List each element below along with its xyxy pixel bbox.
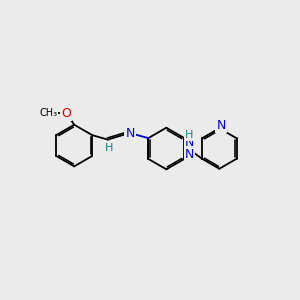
Text: N: N — [185, 148, 194, 160]
Text: N: N — [125, 127, 135, 140]
Text: N: N — [185, 136, 194, 149]
Text: N: N — [216, 119, 226, 132]
Text: O: O — [61, 107, 71, 120]
Text: H: H — [185, 130, 194, 140]
Text: H: H — [104, 142, 113, 153]
Text: CH₃: CH₃ — [40, 108, 58, 118]
